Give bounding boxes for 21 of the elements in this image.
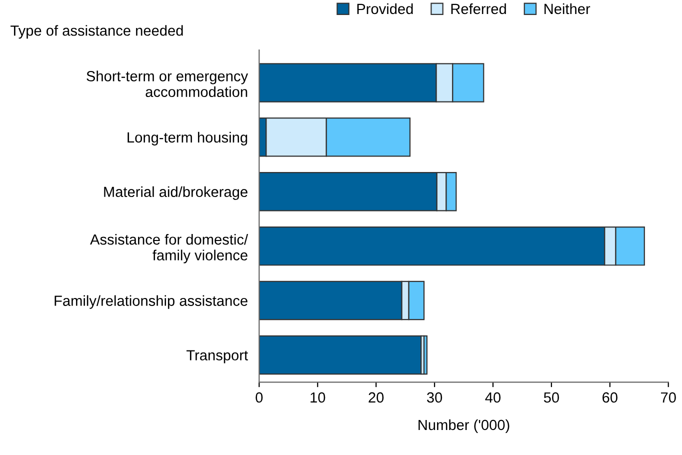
y-tick-label: Family/relationship assistance [54,295,248,309]
legend-label: Neither [544,3,590,14]
bar [423,335,428,375]
x-tick-label: 10 [310,392,326,403]
legend-label: Provided [357,3,413,14]
y-axis-title: Type of assistance needed [10,25,183,39]
y-tick-label: Short-term or emergency accommodation [86,70,248,98]
x-tick-label: 0 [256,392,263,403]
x-tick-label: 50 [544,392,559,403]
x-tick-label: 70 [661,392,676,403]
y-tick-label: Assistance for domestic/ family violence [90,234,248,264]
x-tick-label: 20 [368,392,384,403]
x-tick-label: 30 [426,392,442,403]
legend-label: Referred [451,3,506,14]
y-tick-label: Long-term housing [128,132,248,146]
x-tick-label: 40 [485,392,501,403]
bar [259,335,422,375]
y-tick-label: Material aid/brokerage [104,186,248,200]
x-axis-title: Number ('000) [418,419,510,433]
y-tick-label: Transport [186,350,248,364]
x-tick-label: 60 [602,392,618,403]
